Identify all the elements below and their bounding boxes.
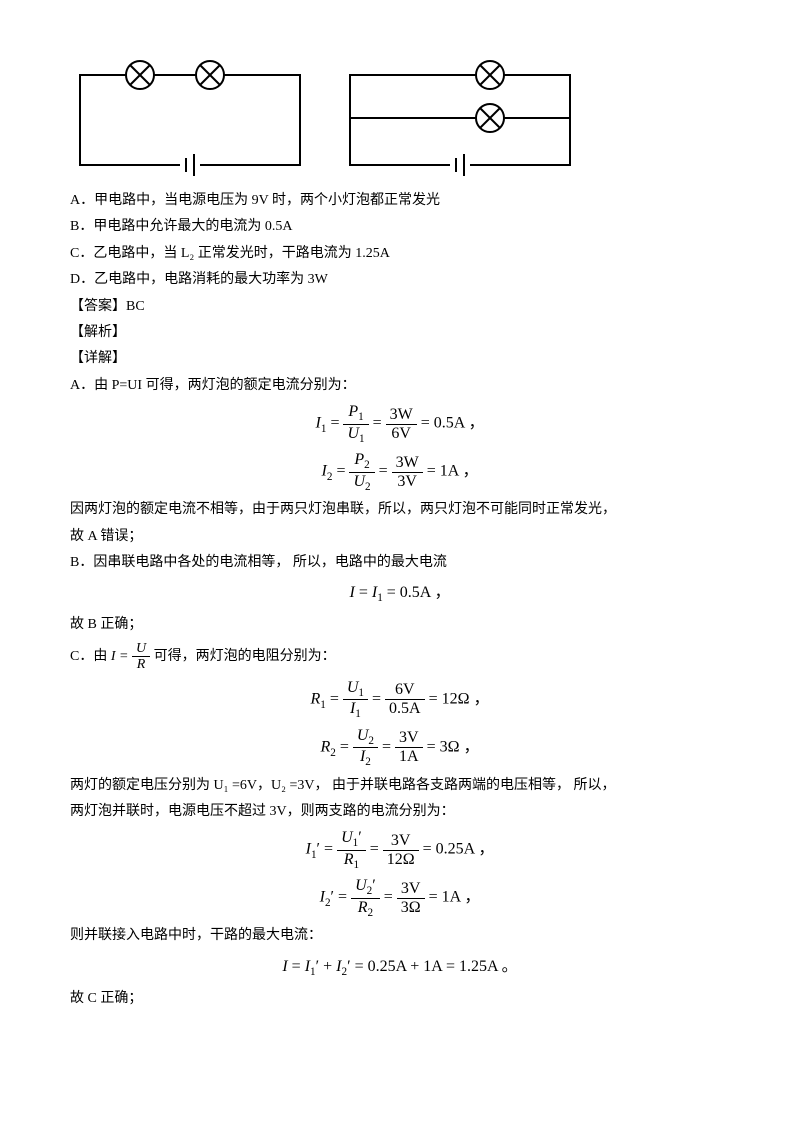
circuit-diagrams <box>70 60 730 180</box>
section-a-conclusion2: 故 A 错误； <box>70 526 730 548</box>
formula-r1: R1 = U1I1 = 6V0.5A = 12Ω ， <box>70 679 730 721</box>
circuit-series <box>70 60 310 180</box>
formula-sum: I = I1′ + I2′ = 0.25A + 1A = 1.25A 。 <box>70 954 730 982</box>
answer-label: 【答案】BC <box>70 296 730 318</box>
section-a-intro: A．由 P=UI 可得，两灯泡的额定电流分别为： <box>70 375 730 397</box>
detail-label: 【详解】 <box>70 348 730 370</box>
section-c-text1: 两灯的额定电压分别为 U₁ =6V，U₂ =3V， 由于并联电路各支路两端的电压… <box>70 775 730 797</box>
option-a: A．甲电路中，当电源电压为 9V 时，两个小灯泡都正常发光 <box>70 190 730 212</box>
formula-r2: R2 = U2I2 = 3V1A = 3Ω ， <box>70 727 730 769</box>
section-b-intro: B．因串联电路中各处的电流相等， 所以，电路中的最大电流 <box>70 552 730 574</box>
formula-i1p: I1′ = U1′R1 = 3V12Ω = 0.25A ， <box>70 829 730 871</box>
formula-i1: I1 = P1U1 = 3W6V = 0.5A ， <box>70 403 730 445</box>
formula-i2p: I2′ = U2′R2 = 3V3Ω = 1A ， <box>70 877 730 919</box>
formula-i2: I2 = P2U2 = 3W3V = 1A ， <box>70 451 730 493</box>
section-c-conclusion: 故 C 正确； <box>70 988 730 1010</box>
section-a-conclusion1: 因两灯泡的额定电流不相等，由于两只灯泡串联，所以，两只灯泡不可能同时正常发光， <box>70 499 730 521</box>
section-c-intro: C．由 I = UR 可得，两灯泡的电阻分别为： <box>70 641 730 673</box>
analysis-label: 【解析】 <box>70 322 730 344</box>
section-c-intro-suffix: 可得，两灯泡的电阻分别为： <box>154 649 336 664</box>
section-b-conclusion: 故 B 正确； <box>70 614 730 636</box>
option-c: C．乙电路中，当 L₂ 正常发光时，干路电流为 1.25A <box>70 243 730 265</box>
section-c-text2: 两灯泡并联时，电源电压不超过 3V，则两支路的电流分别为： <box>70 801 730 823</box>
formula-b: I = I1 = 0.5A ， <box>70 580 730 608</box>
section-c-intro-prefix: C．由 <box>70 649 111 664</box>
option-b: B．甲电路中允许最大的电流为 0.5A <box>70 216 730 238</box>
section-c-text3: 则并联接入电路中时，干路的最大电流： <box>70 925 730 947</box>
circuit-parallel <box>340 60 580 180</box>
option-d: D．乙电路中，电路消耗的最大功率为 3W <box>70 269 730 291</box>
